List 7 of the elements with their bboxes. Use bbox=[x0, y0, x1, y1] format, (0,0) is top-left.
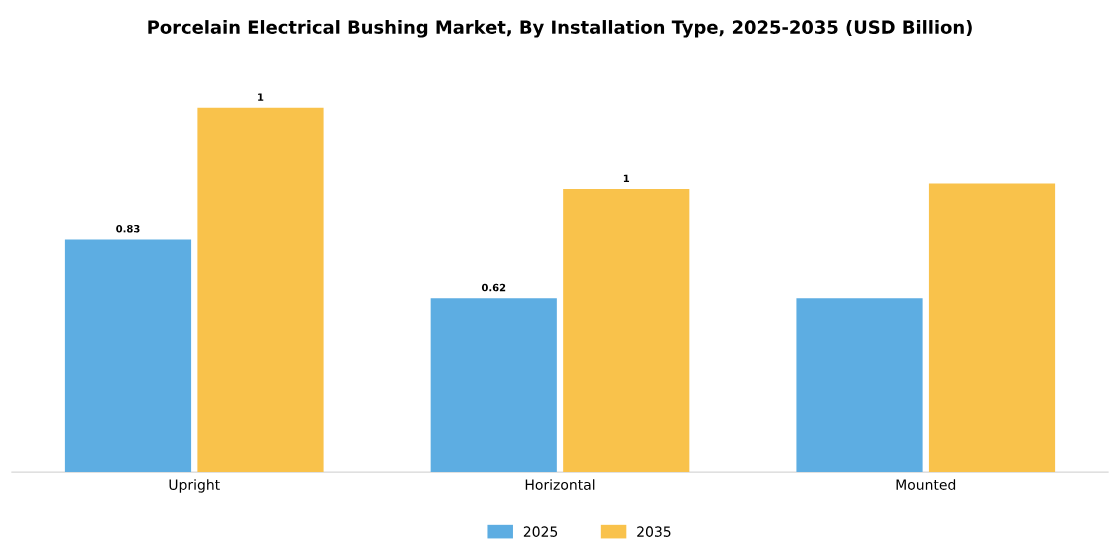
bar bbox=[430, 298, 557, 473]
chart-title: Porcelain Electrical Bushing Market, By Installation Type, 2025-2035 (USD Billion) bbox=[148, 20, 972, 38]
bar bbox=[64, 239, 192, 473]
bar bbox=[197, 107, 324, 473]
bar bbox=[563, 189, 690, 473]
bar bbox=[796, 298, 923, 473]
bar bbox=[928, 183, 1056, 473]
